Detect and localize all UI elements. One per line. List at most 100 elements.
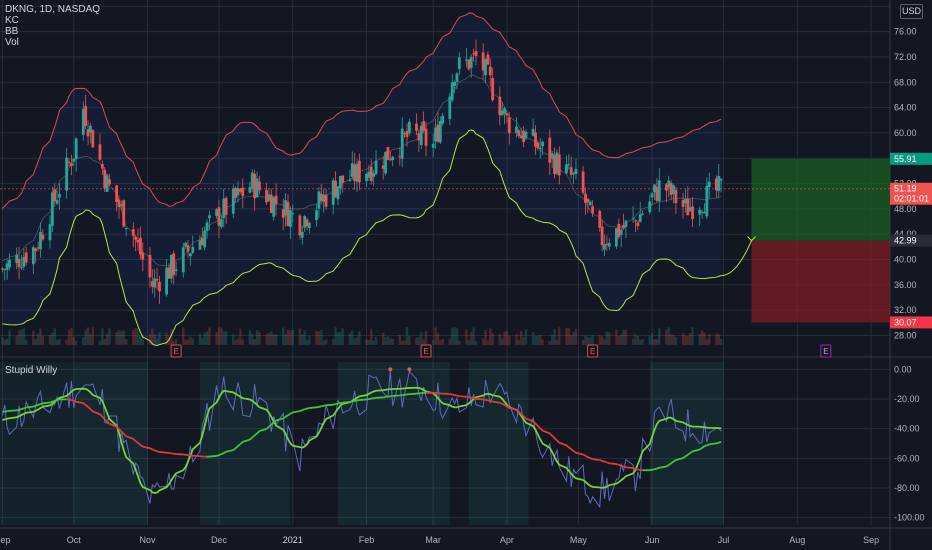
volume-bar [586,337,590,345]
candle-body [36,247,40,249]
candle-body [234,187,238,198]
volume-bar [481,338,485,345]
oscillator-slow-segment [534,422,539,427]
volume-bar [634,334,637,345]
oscillator-slow-segment [142,445,151,450]
currency-button[interactable]: USD [900,4,923,19]
candle-body [538,147,542,150]
volume-bar [681,332,685,345]
candle-body [300,231,304,238]
candle-body [641,213,644,215]
volume-bar [398,334,402,345]
volume-bar [17,330,21,345]
volume-bar [417,336,421,345]
candle-body [615,228,618,247]
volume-bar [539,335,542,345]
volume-bar [355,337,359,345]
oscillator-slow-segment [656,466,660,470]
oscillator-slow-segment [549,432,553,437]
volume-bar [615,329,618,345]
candle-body [553,154,556,175]
volume-bar [648,336,651,345]
oscillator-slow-segment [473,397,477,400]
volume-bar [715,333,718,345]
volume-bar [415,337,418,345]
candle-body [522,130,525,143]
candle-body [415,123,418,131]
candle-body [34,248,38,252]
volume-bar [148,333,152,345]
oscillator-title[interactable]: Stupid Willy [5,365,58,376]
volume-bar [689,333,692,345]
volume-bar [298,328,302,345]
oscillator-slow-segment [501,403,505,406]
oscillator-slow-segment [323,404,327,407]
volume-bar [217,327,221,345]
candle-body [574,169,578,175]
oscillator-slow-segment [482,398,486,401]
candle-body [534,132,537,147]
price-label-value: 51.19 [894,184,917,194]
volume-bar [84,329,87,345]
indicator-bb[interactable]: BB [5,26,19,37]
volume-bar [674,337,678,345]
price-tick-label: 48.00 [894,204,917,214]
volume-bar [351,330,354,345]
volume-bar [365,339,368,345]
oscillator-tick-label: -100.00 [894,513,925,523]
candle-body [200,237,204,246]
candle-body [386,147,390,160]
volume-bar [174,338,178,345]
oscillator-slow-segment [282,416,287,420]
volume-bar [650,333,654,345]
volume-bar [22,328,25,345]
symbol-title[interactable]: DKNG, 1D, NASDAQ [5,4,101,15]
candle-body [369,167,373,182]
candle-body [265,190,268,203]
volume-bar [239,328,242,345]
oscillator-slow-segment [259,427,267,433]
candle-body [581,171,585,193]
oscillator-slow-segment [565,444,570,448]
time-tick-label: Aug [789,535,805,545]
candle-body [48,224,52,241]
volume-bar [1,337,4,345]
oscillator-slow-segment [490,400,493,403]
candle-body [322,194,326,202]
earnings-marker [170,344,182,358]
oscillator-slow-segment [318,405,322,408]
candle-body [622,225,625,229]
oscillator-slow-segment [604,460,608,464]
volume-bar [498,334,501,345]
volume-bar [324,339,328,345]
candle-body [681,200,685,207]
candle-body [341,175,345,183]
candle-body [403,133,406,135]
time-tick-label: Feb [359,535,375,545]
candle-body [24,252,28,263]
volume-bar [139,335,142,345]
oscillator-slow-segment [675,457,684,461]
candle-body [41,234,45,240]
oscillator-slow-segment [275,417,284,422]
indicator-vol[interactable]: Vol [5,37,19,48]
candle-body [308,223,311,228]
candle-body [15,254,19,264]
candle-body [400,128,404,159]
candle-body [0,268,4,270]
volume-bar [374,336,378,345]
candle-body [338,175,342,189]
candle-body [288,210,292,227]
candle-body [448,96,452,119]
oscillator-slow-segment [256,430,261,434]
volume-bar [336,332,340,345]
indicator-kc[interactable]: KC [5,15,19,26]
candle-body [350,163,354,177]
candle-body [505,113,509,116]
volume-bar [389,338,392,345]
volume-bar [322,340,325,345]
oscillator-slow-segment [518,411,522,415]
oscillator-slow-segment [654,467,658,471]
volume-bar [65,339,68,345]
